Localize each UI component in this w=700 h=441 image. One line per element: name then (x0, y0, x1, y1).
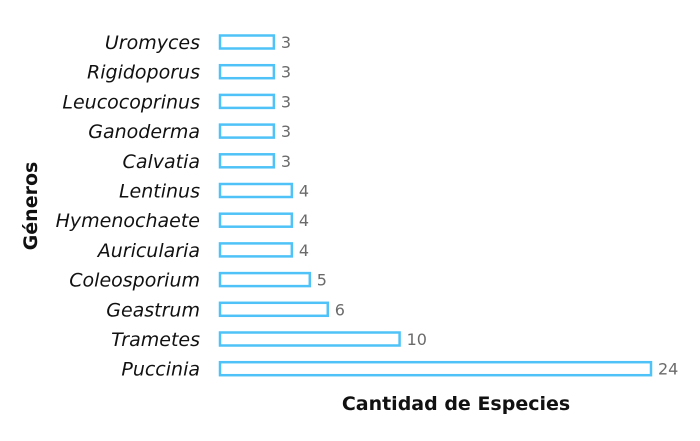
bar (218, 123, 276, 139)
value-label: 5 (317, 271, 327, 290)
category-label: Trametes (111, 329, 200, 351)
value-label: 10 (407, 330, 427, 349)
value-label: 4 (299, 211, 309, 230)
value-label: 6 (335, 300, 345, 319)
category-label: Hymenochaete (56, 210, 200, 232)
bar (218, 34, 276, 50)
category-label: Auricularia (96, 240, 200, 262)
category-label: Leucocoprinus (62, 91, 200, 113)
value-label: 4 (299, 182, 309, 201)
category-label: Puccinia (121, 359, 200, 381)
category-label: Rigidoporus (87, 62, 200, 84)
value-label: 24 (658, 360, 678, 379)
x-axis-title: Cantidad de Especies (342, 393, 570, 415)
category-label: Coleosporium (69, 270, 200, 292)
value-label: 3 (281, 122, 291, 141)
category-label: Lentinus (119, 181, 200, 203)
bar (218, 182, 294, 199)
bar (218, 63, 276, 80)
bar (218, 153, 276, 169)
category-label: Uromyces (105, 32, 200, 54)
y-axis-title: Géneros (20, 162, 42, 251)
category-label: Calvatia (123, 151, 200, 173)
value-label: 3 (281, 33, 291, 52)
value-label: 3 (281, 152, 291, 171)
value-label: 3 (281, 63, 291, 82)
bar (218, 331, 401, 347)
bar (218, 301, 329, 318)
bar (218, 93, 276, 110)
bar (218, 212, 294, 228)
bar (218, 360, 653, 377)
value-label: 4 (299, 241, 309, 260)
category-label: Geastrum (106, 299, 200, 321)
bar (218, 271, 312, 288)
bars-layer (218, 34, 653, 377)
category-label: Ganoderma (88, 121, 200, 143)
bar (218, 242, 294, 258)
category-labels: Uromyces Rigidoporus Leucocoprinus Ganoderm… (56, 32, 200, 381)
value-label: 3 (281, 92, 291, 111)
